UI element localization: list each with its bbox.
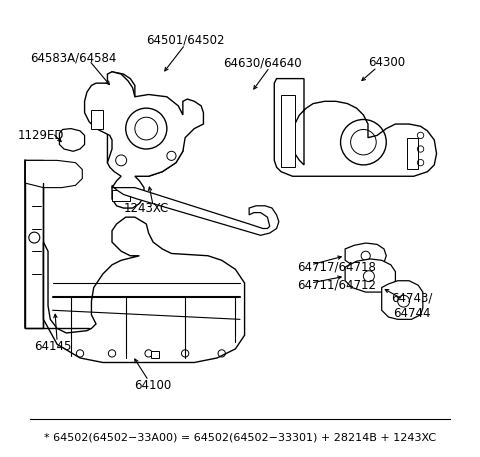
FancyBboxPatch shape [112,190,130,201]
FancyBboxPatch shape [281,95,295,167]
FancyBboxPatch shape [92,111,103,128]
Text: 64743/
64744: 64743/ 64744 [391,292,432,320]
Polygon shape [345,259,396,292]
Text: 64717/64718: 64717/64718 [297,260,376,274]
FancyBboxPatch shape [151,351,159,358]
Polygon shape [84,72,204,208]
FancyBboxPatch shape [25,160,44,329]
Polygon shape [108,72,183,176]
Text: 64630/64640: 64630/64640 [224,56,302,69]
Polygon shape [345,243,386,267]
Text: 1129ED: 1129ED [18,129,64,142]
Text: 64711/64712: 64711/64712 [297,279,376,292]
Text: * 64502(64502−33A00) = 64502(64502−33301) + 28214B + 1243XC: * 64502(64502−33A00) = 64502(64502−33301… [44,432,436,442]
Text: 64145: 64145 [34,340,71,353]
Polygon shape [382,281,423,319]
Polygon shape [44,217,245,362]
Text: 64501/64502: 64501/64502 [146,33,224,47]
Polygon shape [112,186,279,235]
Text: 64100: 64100 [134,379,172,392]
Text: 1243XC: 1243XC [124,202,169,214]
Text: 64300: 64300 [368,56,405,69]
Polygon shape [60,128,84,151]
FancyBboxPatch shape [407,138,418,170]
Polygon shape [25,160,82,188]
Text: 64583A/64584: 64583A/64584 [30,52,116,65]
Polygon shape [274,79,436,176]
